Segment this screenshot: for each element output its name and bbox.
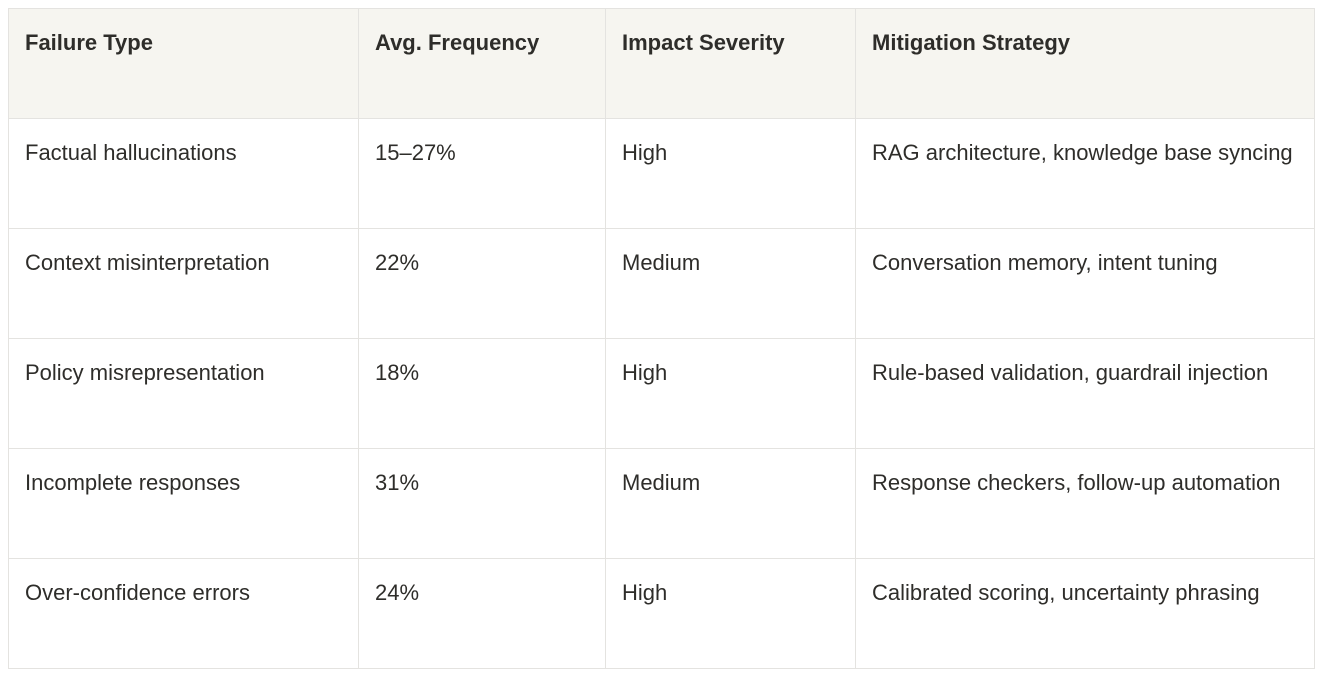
table-body: Factual hallucinations 15–27% High RAG a…	[8, 118, 1315, 669]
cell-impact-severity: High	[605, 558, 856, 669]
table-row: Factual hallucinations 15–27% High RAG a…	[8, 118, 1315, 229]
failure-types-table: Failure Type Avg. Frequency Impact Sever…	[8, 8, 1315, 669]
cell-mitigation-strategy: Conversation memory, intent tuning	[855, 228, 1315, 339]
cell-avg-frequency: 22%	[358, 228, 606, 339]
cell-avg-frequency: 18%	[358, 338, 606, 449]
cell-impact-severity: High	[605, 118, 856, 229]
cell-mitigation-strategy: Response checkers, follow-up automation	[855, 448, 1315, 559]
table-row: Over-confidence errors 24% High Calibrat…	[8, 558, 1315, 669]
column-header-mitigation-strategy: Mitigation Strategy	[855, 8, 1315, 119]
cell-avg-frequency: 15–27%	[358, 118, 606, 229]
column-header-failure-type: Failure Type	[8, 8, 359, 119]
cell-impact-severity: Medium	[605, 448, 856, 559]
cell-failure-type: Factual hallucinations	[8, 118, 359, 229]
cell-failure-type: Over-confidence errors	[8, 558, 359, 669]
cell-failure-type: Context misinterpretation	[8, 228, 359, 339]
cell-mitigation-strategy: Rule-based validation, guardrail injecti…	[855, 338, 1315, 449]
table-row: Context misinterpretation 22% Medium Con…	[8, 228, 1315, 339]
cell-mitigation-strategy: Calibrated scoring, uncertainty phrasing	[855, 558, 1315, 669]
cell-avg-frequency: 31%	[358, 448, 606, 559]
table-row: Incomplete responses 31% Medium Response…	[8, 448, 1315, 559]
cell-impact-severity: Medium	[605, 228, 856, 339]
cell-failure-type: Policy misrepresentation	[8, 338, 359, 449]
table-header: Failure Type Avg. Frequency Impact Sever…	[8, 8, 1315, 119]
cell-mitigation-strategy: RAG architecture, knowledge base syncing	[855, 118, 1315, 229]
table-row: Policy misrepresentation 18% High Rule-b…	[8, 338, 1315, 449]
cell-impact-severity: High	[605, 338, 856, 449]
header-row: Failure Type Avg. Frequency Impact Sever…	[8, 8, 1315, 119]
column-header-avg-frequency: Avg. Frequency	[358, 8, 606, 119]
cell-failure-type: Incomplete responses	[8, 448, 359, 559]
cell-avg-frequency: 24%	[358, 558, 606, 669]
column-header-impact-severity: Impact Severity	[605, 8, 856, 119]
